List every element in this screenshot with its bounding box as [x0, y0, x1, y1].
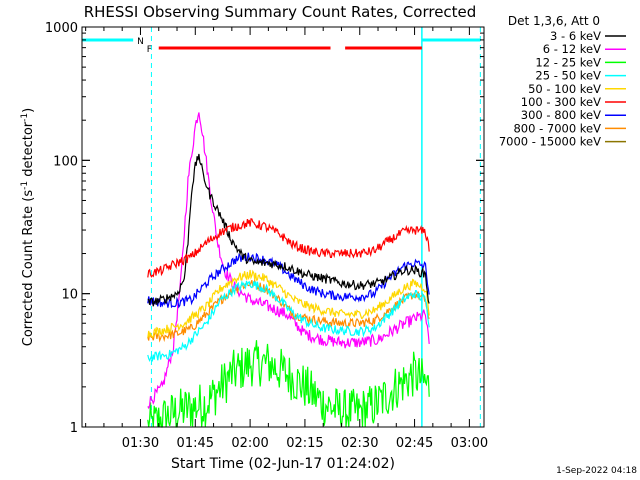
series-line — [147, 112, 430, 410]
series-layer — [147, 112, 430, 428]
series-line — [147, 218, 430, 278]
series-line — [147, 153, 430, 307]
y-axis-label: Corrected Count Rate (s-1 detector-1) — [20, 108, 36, 346]
x-tick-label: 01:30 — [122, 436, 159, 451]
legend-label: 3 - 6 keV — [550, 29, 601, 43]
legend-label: 800 - 7000 keV — [513, 121, 601, 135]
series-line — [147, 340, 430, 428]
legend-header: Det 1,3,6, Att 0 — [508, 14, 600, 28]
series-line — [147, 252, 430, 309]
legend-label: 50 - 100 keV — [528, 82, 601, 96]
legend-label: 12 - 25 keV — [535, 55, 601, 69]
y-tick-label: 1000 — [45, 21, 78, 36]
y-tick-label: 1 — [70, 421, 78, 436]
legend-label: 100 - 300 keV — [521, 95, 601, 109]
flag-label-N: N — [137, 37, 144, 47]
flag-annotations: NF — [82, 27, 481, 427]
legend-label: 6 - 12 keV — [543, 42, 601, 56]
series-line — [147, 280, 430, 362]
x-tick-label: 02:00 — [231, 436, 268, 451]
x-tick-label: 02:30 — [341, 436, 378, 451]
legend-label: 25 - 50 keV — [535, 69, 601, 83]
flag-label-F: F — [147, 45, 152, 55]
x-tick-label: 02:45 — [396, 436, 433, 451]
chart-title: RHESSI Observing Summary Count Rates, Co… — [84, 3, 477, 21]
plot-frame — [81, 26, 485, 428]
series-line — [147, 278, 430, 343]
x-axis-label: Start Time (02-Jun-17 01:24:02) — [171, 456, 395, 472]
footer-date: 1-Sep-2022 04:18 — [556, 466, 637, 476]
x-tick-label: 03:00 — [451, 436, 488, 451]
y-axis: 1 10 100 1000 — [45, 21, 484, 436]
y-tick-label: 10 — [61, 288, 78, 303]
x-tick-label: 02:15 — [286, 436, 323, 451]
legend-label: 300 - 800 keV — [521, 108, 601, 122]
series-line — [147, 269, 430, 339]
x-axis: 01:30 01:45 02:00 02:15 02:30 02:45 03:00 — [85, 27, 488, 451]
y-tick-label: 100 — [53, 154, 78, 169]
legend-label: 7000 - 15000 keV — [499, 135, 601, 149]
x-tick-label: 01:45 — [177, 436, 214, 451]
